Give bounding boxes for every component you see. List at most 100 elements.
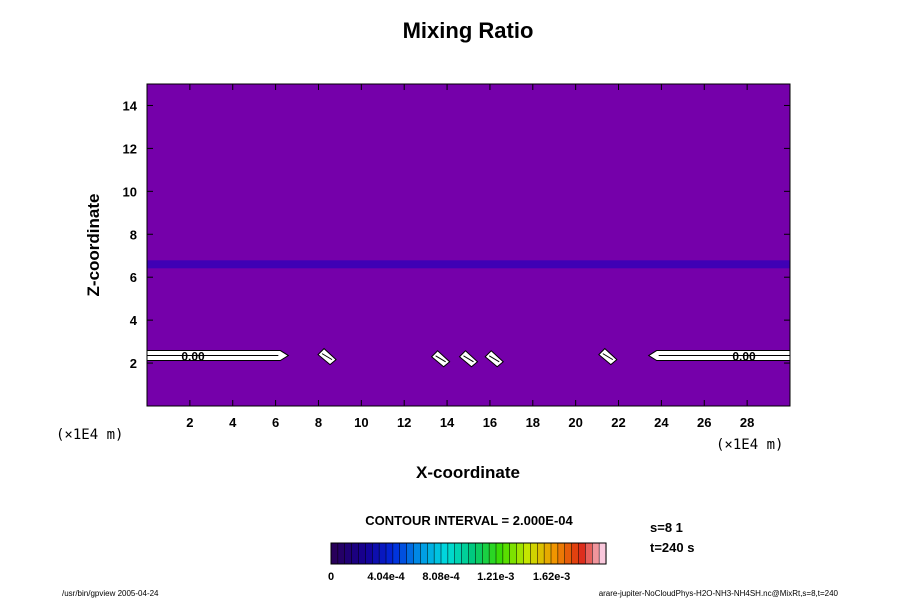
x-tick-label: 2 [186,415,193,430]
colorbar-segment [433,542,442,565]
colorbar-segment [461,542,470,565]
small-contour-center [488,355,500,363]
y-tick-label: 4 [130,313,138,328]
colorbar-segment [564,542,573,565]
colorbar-segment [427,542,435,565]
colorbar-segment [420,542,428,565]
colorbar-tick-label: 8.08e-4 [422,571,460,583]
info-step: s=8 1 [650,520,683,535]
colorbar-tick-label: 1.62e-3 [533,571,570,583]
colorbar [330,542,607,565]
colorbar-segment [550,542,559,565]
y-tick-label: 14 [123,98,138,113]
small-contour [458,350,479,368]
x-tick-label: 16 [483,415,497,430]
colorbar-segment [447,542,456,565]
colorbar-segment [399,542,408,565]
colorbar-segment [406,542,415,565]
x-tick-label: 6 [272,415,279,430]
colorbar-segment [392,542,401,565]
contour-label: 0.00 [181,350,205,364]
small-contour [484,350,504,368]
plot-frame [146,83,791,407]
mixing-band [147,260,790,269]
x-tick-label: 10 [354,415,368,430]
colorbar-segment [440,542,449,565]
colorbar-segment [592,542,600,565]
colorbar-segment [537,542,545,565]
x-tick-label: 14 [440,415,455,430]
contour-label: 0.00 [732,350,756,364]
small-contour-center [463,355,474,363]
colorbar-segment [543,542,552,565]
colorbar-segment [571,542,580,565]
y-axis-ticks: 2 4 6 8 10 12 14 [123,98,790,371]
small-contour-group [317,347,618,368]
footer-source: arare-jupiter-NoCloudPhys-H2O-NH3-NH4SH.… [599,589,839,598]
x-tick-label: 28 [740,415,754,430]
colorbar-segment [468,542,476,565]
colorbar-segment [509,542,518,565]
y-tick-label: 8 [130,227,137,242]
colorbar-segment [454,542,463,565]
small-contour-center [602,353,614,361]
colorbar-segment [585,542,593,565]
chart-title: Mixing Ratio [403,18,534,43]
x-axis-ticks: 2 4 6 8 10 12 14 16 18 20 22 24 26 28 [186,84,754,430]
contour-line: 0.00 [146,350,290,364]
y-tick-label: 2 [130,356,137,371]
colorbar-segment [516,542,525,565]
colorbar-tick-label: 4.04e-4 [367,571,405,583]
x-tick-label: 24 [654,415,669,430]
y-tick-label: 6 [130,270,137,285]
colorbar-segment [337,542,346,565]
colorbar-segment [330,542,339,565]
x-tick-label: 8 [315,415,322,430]
colorbar-segment [372,542,380,565]
contour-interval-note: CONTOUR INTERVAL = 2.000E-04 [365,513,573,528]
x-tick-label: 26 [697,415,711,430]
contour-line: 0.00 [647,350,791,364]
colorbar-segment [523,542,531,565]
colorbar-tick-label: 1.21e-3 [477,571,514,583]
colorbar-segment [598,542,607,565]
small-contour [430,350,451,368]
colorbar-segment [475,542,483,565]
colorbar-ticks: 0 4.04e-4 8.08e-4 1.21e-3 1.62e-3 [328,571,570,583]
y-axis-title: Z-coordinate [84,194,103,297]
colorbar-tick-label: 0 [328,571,334,583]
small-contour-center [321,353,333,361]
info-time: t=240 s [650,540,694,555]
colorbar-segment [557,542,566,565]
small-contour-center [435,355,446,363]
small-contour [317,347,337,366]
y-tick-label: 12 [123,141,137,156]
small-contour [598,347,618,366]
colorbar-segment [413,542,421,565]
x-tick-label: 20 [568,415,582,430]
colorbar-segment [578,542,586,565]
colorbar-segment [495,542,504,565]
contour-lines: 0.00 0.00 [146,350,791,364]
colorbar-segment [351,542,360,565]
colorbar-segment [502,542,511,565]
x-axis-title: X-coordinate [416,463,520,482]
colorbar-segment [344,542,353,565]
x-tick-label: 4 [229,415,237,430]
x-axis-unit: (×1E4 m) [716,437,783,453]
y-axis-unit: (×1E4 m) [56,427,123,443]
x-tick-label: 22 [611,415,625,430]
colorbar-segment [530,542,538,565]
footer-command: /usr/bin/gpview 2005-04-24 [62,589,159,598]
x-tick-label: 12 [397,415,411,430]
colorbar-segment [365,542,373,565]
colorbar-segment [385,542,394,565]
colorbar-segment [358,542,366,565]
x-tick-label: 18 [526,415,540,430]
colorbar-segment [378,542,387,565]
colorbar-segment [482,542,490,565]
colorbar-frame [330,542,607,565]
colorbar-segment [488,542,497,565]
y-tick-label: 10 [123,184,137,199]
